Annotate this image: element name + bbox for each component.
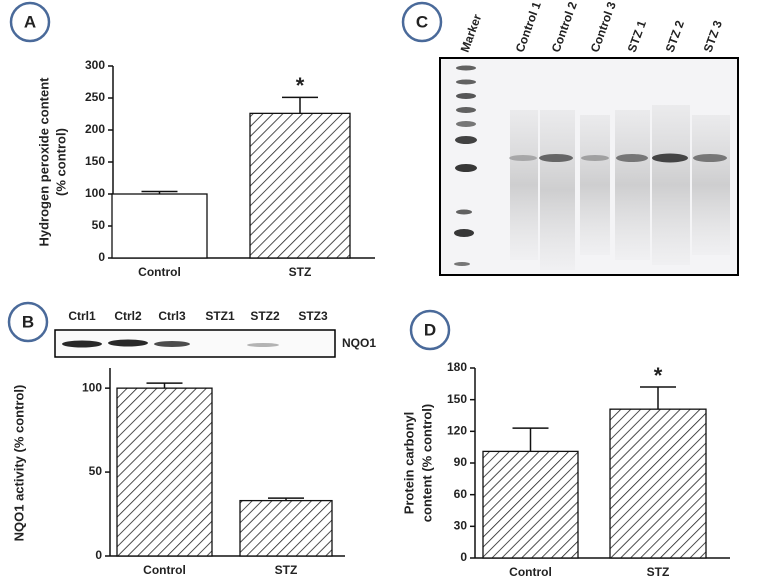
- x-tick-label: Control: [138, 265, 181, 279]
- y-tick-label: 200: [85, 122, 105, 136]
- bar: [116, 387, 213, 557]
- panel-label: A: [24, 12, 36, 31]
- y-tick-label: 150: [447, 392, 467, 406]
- y-tick-label: 50: [92, 218, 106, 232]
- panel-badge: [401, 1, 443, 43]
- y-tick-label: 300: [85, 58, 105, 72]
- bar: [609, 408, 707, 559]
- significance-marker: *: [654, 363, 663, 388]
- x-tick-label: Control: [509, 565, 552, 579]
- y-tick-label: 100: [85, 186, 105, 200]
- x-tick-label: STZ: [289, 265, 312, 279]
- lane-label: STZ1: [205, 309, 235, 323]
- lane-label: Control 1: [513, 0, 544, 54]
- panel-label: C: [416, 12, 428, 31]
- x-tick-label: STZ: [647, 565, 670, 579]
- significance-marker: *: [296, 73, 305, 98]
- lane-label: Ctrl2: [114, 309, 142, 323]
- lane-label: STZ3: [298, 309, 328, 323]
- y-axis-label: NQO1 activity (% control): [11, 385, 26, 542]
- bar: [239, 499, 333, 557]
- y-tick-label: 0: [95, 548, 102, 562]
- y-tick-label: 30: [454, 519, 468, 533]
- y-tick-label: 180: [447, 360, 467, 374]
- panel-badge: [9, 1, 51, 43]
- panel-badge: [7, 301, 49, 343]
- y-axis-label: Protein carbonyl: [401, 412, 416, 515]
- y-tick-label: 100: [82, 380, 102, 394]
- y-tick-label: 0: [460, 550, 467, 564]
- bar: [111, 193, 208, 259]
- lane-label: STZ 2: [663, 18, 687, 54]
- panel-label: D: [424, 320, 436, 339]
- blot-label: NQO1: [342, 336, 376, 350]
- y-axis-label: (% control): [53, 128, 68, 196]
- x-tick-label: STZ: [275, 563, 298, 577]
- y-tick-label: 50: [89, 464, 103, 478]
- blot-b: [54, 329, 336, 358]
- lane-label: STZ2: [250, 309, 280, 323]
- lane-label: Ctrl3: [158, 309, 186, 323]
- lane-label: STZ 1: [625, 18, 649, 54]
- lane-label: Ctrl1: [68, 309, 96, 323]
- y-tick-label: 120: [447, 424, 467, 438]
- panel-badge: [409, 309, 451, 351]
- lane-label: STZ 3: [701, 18, 725, 54]
- lane-label: Marker: [458, 12, 485, 54]
- y-tick-label: 0: [98, 250, 105, 264]
- bar: [249, 112, 351, 259]
- y-axis-label: content (% control): [419, 404, 434, 522]
- bar: [482, 450, 579, 559]
- y-axis-label: Hydrogen peroxide content: [36, 77, 51, 247]
- blot-c: [439, 57, 739, 276]
- panel-label: B: [22, 312, 34, 331]
- y-tick-label: 90: [454, 455, 468, 469]
- y-tick-label: 60: [454, 487, 468, 501]
- lane-label: Control 2: [549, 0, 580, 54]
- lane-label: Control 3: [588, 0, 619, 54]
- y-tick-label: 150: [85, 154, 105, 168]
- y-tick-label: 250: [85, 90, 105, 104]
- x-tick-label: Control: [143, 563, 186, 577]
